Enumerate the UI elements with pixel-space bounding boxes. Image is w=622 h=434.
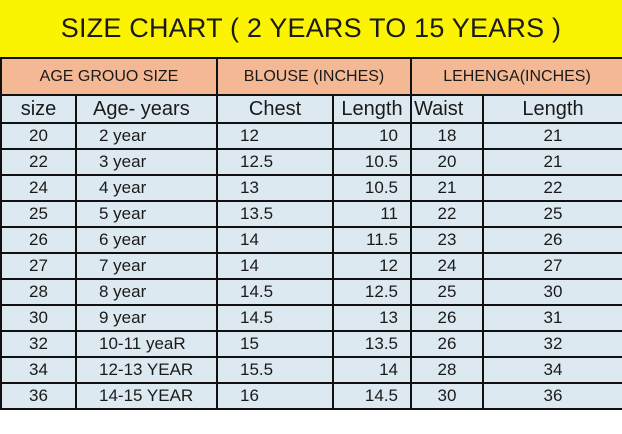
cell-waist: 30 (410, 382, 484, 410)
cell-chest: 14 (216, 252, 334, 280)
cell-size: 26 (0, 226, 77, 254)
table-row: 25 5 year 13.5 11 22 25 (0, 200, 622, 228)
column-header-row: size Age- years Chest Length Waist Lengt… (0, 94, 622, 124)
cell-chest: 14.5 (216, 304, 334, 332)
cell-lehenga-length: 27 (481, 252, 622, 280)
group-header-blouse: BLOUSE (INCHES) (216, 57, 412, 96)
cell-waist: 28 (410, 356, 484, 384)
cell-age: 4 year (75, 174, 218, 202)
cell-size: 25 (0, 200, 77, 228)
cell-waist: 20 (410, 148, 484, 176)
group-header-age: AGE GROUO SIZE (0, 57, 218, 96)
table-row: 36 14-15 YEAR 16 14.5 30 36 (0, 382, 622, 410)
table-row: 20 2 year 12 10 18 21 (0, 122, 622, 150)
cell-blouse-length: 14.5 (332, 382, 412, 410)
cell-blouse-length: 13 (332, 304, 412, 332)
cell-waist: 21 (410, 174, 484, 202)
cell-age: 8 year (75, 278, 218, 306)
cell-waist: 26 (410, 330, 484, 358)
table-row: 24 4 year 13 10.5 21 22 (0, 174, 622, 202)
cell-waist: 18 (410, 122, 484, 150)
cell-blouse-length: 12.5 (332, 278, 412, 306)
cell-chest: 12.5 (216, 148, 334, 176)
cell-size: 32 (0, 330, 77, 358)
cell-lehenga-length: 36 (481, 382, 622, 410)
cell-size: 34 (0, 356, 77, 384)
group-header-row: AGE GROUO SIZE BLOUSE (INCHES) LEHENGA(I… (0, 57, 622, 96)
cell-lehenga-length: 32 (481, 330, 622, 358)
table-row: 28 8 year 14.5 12.5 25 30 (0, 278, 622, 306)
cell-blouse-length: 13.5 (332, 330, 412, 358)
table-row: 30 9 year 14.5 13 26 31 (0, 304, 622, 332)
cell-blouse-length: 12 (332, 252, 412, 280)
cell-age: 7 year (75, 252, 218, 280)
cell-waist: 26 (410, 304, 484, 332)
cell-chest: 15.5 (216, 356, 334, 384)
column-header-lehenga-length: Length (481, 94, 622, 124)
cell-age: 12-13 YEAR (75, 356, 218, 384)
cell-chest: 16 (216, 382, 334, 410)
group-header-lehenga: LEHENGA(INCHES) (409, 57, 622, 96)
size-chart-title: SIZE CHART ( 2 YEARS TO 15 YEARS ) (0, 0, 622, 57)
cell-lehenga-length: 34 (481, 356, 622, 384)
cell-age: 2 year (75, 122, 218, 150)
cell-chest: 12 (216, 122, 334, 150)
cell-lehenga-length: 26 (481, 226, 622, 254)
cell-chest: 13.5 (216, 200, 334, 228)
cell-lehenga-length: 25 (481, 200, 622, 228)
table-row: 27 7 year 14 12 24 27 (0, 252, 622, 280)
cell-size: 27 (0, 252, 77, 280)
cell-blouse-length: 10 (332, 122, 412, 150)
column-header-blouse-length: Length (332, 94, 412, 124)
table-row: 26 6 year 14 11.5 23 26 (0, 226, 622, 254)
cell-age: 14-15 YEAR (75, 382, 218, 410)
cell-blouse-length: 10.5 (332, 148, 412, 176)
table-row: 32 10-11 yeaR 15 13.5 26 32 (0, 330, 622, 358)
cell-age: 3 year (75, 148, 218, 176)
cell-lehenga-length: 31 (481, 304, 622, 332)
cell-chest: 13 (216, 174, 334, 202)
cell-blouse-length: 11 (332, 200, 412, 228)
cell-waist: 23 (410, 226, 484, 254)
cell-waist: 22 (410, 200, 484, 228)
cell-chest: 15 (216, 330, 334, 358)
table-row: 34 12-13 YEAR 15.5 14 28 34 (0, 356, 622, 384)
cell-lehenga-length: 21 (481, 122, 622, 150)
cell-blouse-length: 11.5 (332, 226, 412, 254)
cell-lehenga-length: 30 (481, 278, 622, 306)
cell-blouse-length: 14 (332, 356, 412, 384)
cell-size: 30 (0, 304, 77, 332)
cell-size: 28 (0, 278, 77, 306)
cell-age: 9 year (75, 304, 218, 332)
cell-age: 5 year (75, 200, 218, 228)
cell-size: 22 (0, 148, 77, 176)
cell-chest: 14 (216, 226, 334, 254)
size-chart-table: AGE GROUO SIZE BLOUSE (INCHES) LEHENGA(I… (0, 57, 622, 410)
cell-age: 6 year (75, 226, 218, 254)
column-header-waist: Waist (410, 94, 484, 124)
cell-size: 36 (0, 382, 77, 410)
cell-waist: 25 (410, 278, 484, 306)
cell-blouse-length: 10.5 (332, 174, 412, 202)
cell-lehenga-length: 22 (481, 174, 622, 202)
cell-size: 24 (0, 174, 77, 202)
column-header-age: Age- years (75, 94, 218, 124)
column-header-size: size (0, 94, 77, 124)
table-row: 22 3 year 12.5 10.5 20 21 (0, 148, 622, 176)
cell-lehenga-length: 21 (481, 148, 622, 176)
column-header-chest: Chest (216, 94, 334, 124)
cell-age: 10-11 yeaR (75, 330, 218, 358)
cell-size: 20 (0, 122, 77, 150)
cell-waist: 24 (410, 252, 484, 280)
cell-chest: 14.5 (216, 278, 334, 306)
